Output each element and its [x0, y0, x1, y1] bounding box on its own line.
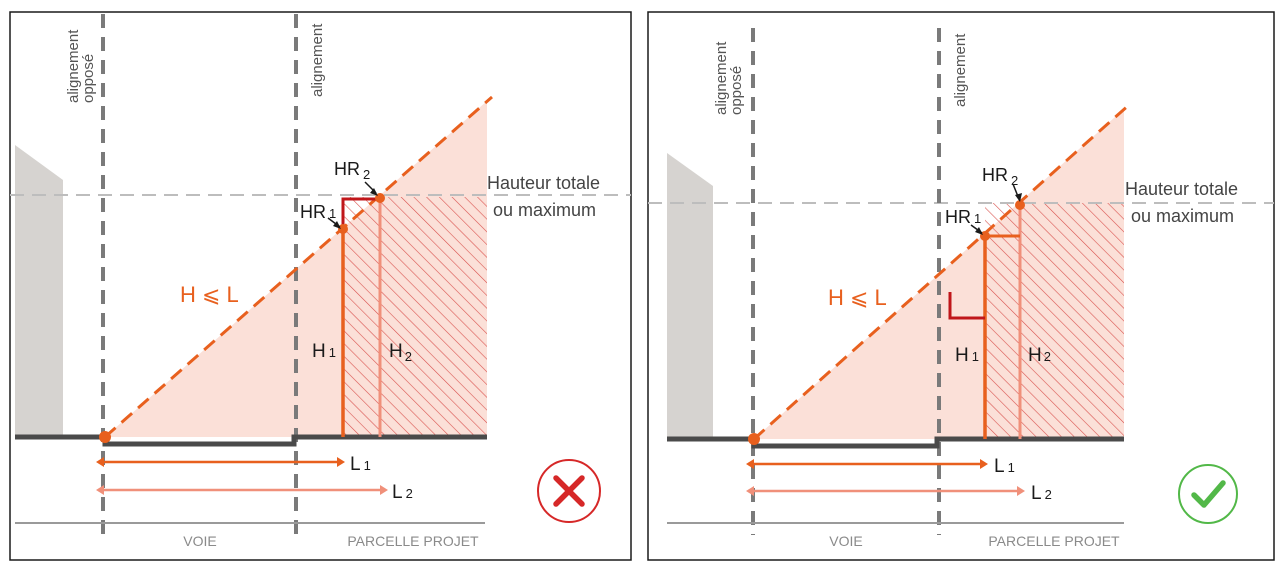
prospect-diagonal [104, 95, 493, 439]
l1-arrow-left [96, 457, 104, 467]
alignement-oppose-line1: alignement [713, 41, 730, 115]
l2-arrow-right [380, 485, 388, 495]
ground-line [15, 434, 487, 447]
alignement-oppose-line2: opposé [80, 54, 97, 103]
l2-arrow-left [96, 485, 104, 495]
hr2-label: HR 2 [334, 159, 370, 182]
h-le-l-label: H ⩽ L [828, 285, 887, 310]
parcelle-label: PARCELLE PROJET [347, 533, 479, 549]
parcelle-label: PARCELLE PROJET [988, 533, 1120, 549]
check-icon [1178, 464, 1238, 524]
hr-step [341, 197, 381, 229]
neighbor-building [15, 145, 63, 437]
hr2-sub: 2 [363, 167, 370, 182]
hr2-label: HR 2 [982, 165, 1018, 188]
l1-letter: L [350, 454, 361, 475]
neighbor-building [667, 153, 713, 439]
ground-line [667, 436, 1124, 449]
origin-point [99, 431, 111, 443]
l1-sub: 1 [364, 458, 371, 473]
l2-letter: L [1031, 483, 1042, 504]
h1-letter: H [312, 341, 326, 362]
h-le-l-label: H ⩽ L [180, 282, 239, 307]
red-l-marker [948, 292, 985, 320]
h2-letter: H [1028, 345, 1042, 366]
l1-arrow-right [337, 457, 345, 467]
alignement-label: alignement [952, 33, 969, 107]
diagram-incorrect: alignement opposé alignement Hauteur tot… [9, 11, 632, 561]
hr1-arrowhead [975, 227, 983, 235]
hauteur-label-line2: ou maximum [493, 200, 596, 220]
diagram-correct: alignement opposé alignement Hauteur tot… [647, 11, 1275, 561]
hauteur-label-line2: ou maximum [1131, 206, 1234, 226]
h1-letter: H [955, 345, 969, 366]
h1-sub: 1 [329, 345, 336, 360]
l2-sub: 2 [1045, 487, 1052, 502]
l2-arrow-right [1017, 486, 1025, 496]
hr1-sub: 1 [329, 206, 336, 221]
hr1-arrowhead [333, 221, 341, 229]
alignement-oppose-line1: alignement [65, 29, 82, 103]
l1-sub: 1 [1008, 460, 1015, 475]
hr2-letters: HR [334, 159, 360, 179]
panel-incorrect: alignement opposé alignement Hauteur tot… [9, 11, 632, 561]
hauteur-label-line1: Hauteur totale [487, 173, 600, 193]
alignement-oppose-label: alignement opposé [65, 25, 97, 103]
prospect-diagonal [753, 102, 1131, 441]
alignement-oppose-line2: opposé [728, 66, 745, 115]
h2-sub: 2 [1044, 349, 1051, 364]
hauteur-label-line1: Hauteur totale [1125, 179, 1238, 199]
l1-arrow-left [746, 459, 754, 469]
l1-arrow-right [980, 459, 988, 469]
origin-point [748, 433, 760, 445]
cross-icon [537, 459, 601, 523]
hr1-label: HR 1 [300, 202, 336, 222]
h2-letter: H [389, 341, 403, 362]
l1-letter: L [994, 456, 1005, 477]
hr2-arrowhead [1015, 193, 1022, 202]
h1-sub: 1 [972, 349, 979, 364]
hr1-letters: HR [945, 207, 971, 227]
l2-arrow-left [746, 486, 754, 496]
hr1-label: HR 1 [945, 207, 981, 227]
l2-sub: 2 [406, 486, 413, 501]
hr1-letters: HR [300, 202, 326, 222]
voie-label: VOIE [183, 533, 216, 549]
project-hatch [343, 197, 487, 437]
alignement-oppose-label: alignement opposé [713, 37, 745, 115]
voie-label: VOIE [829, 533, 862, 549]
project-hatch [985, 203, 1124, 439]
l2-letter: L [392, 482, 403, 503]
hr1-point [980, 231, 990, 241]
hr2-letters: HR [982, 165, 1008, 185]
alignement-label: alignement [309, 23, 326, 97]
hr2-arrowhead [370, 188, 378, 196]
panel-correct: alignement opposé alignement Hauteur tot… [637, 0, 1277, 571]
h2-sub: 2 [405, 349, 412, 364]
hr2-point [1015, 200, 1025, 210]
hr1-point [338, 224, 348, 234]
hr1-sub: 1 [974, 211, 981, 226]
hr2-sub: 2 [1011, 173, 1018, 188]
